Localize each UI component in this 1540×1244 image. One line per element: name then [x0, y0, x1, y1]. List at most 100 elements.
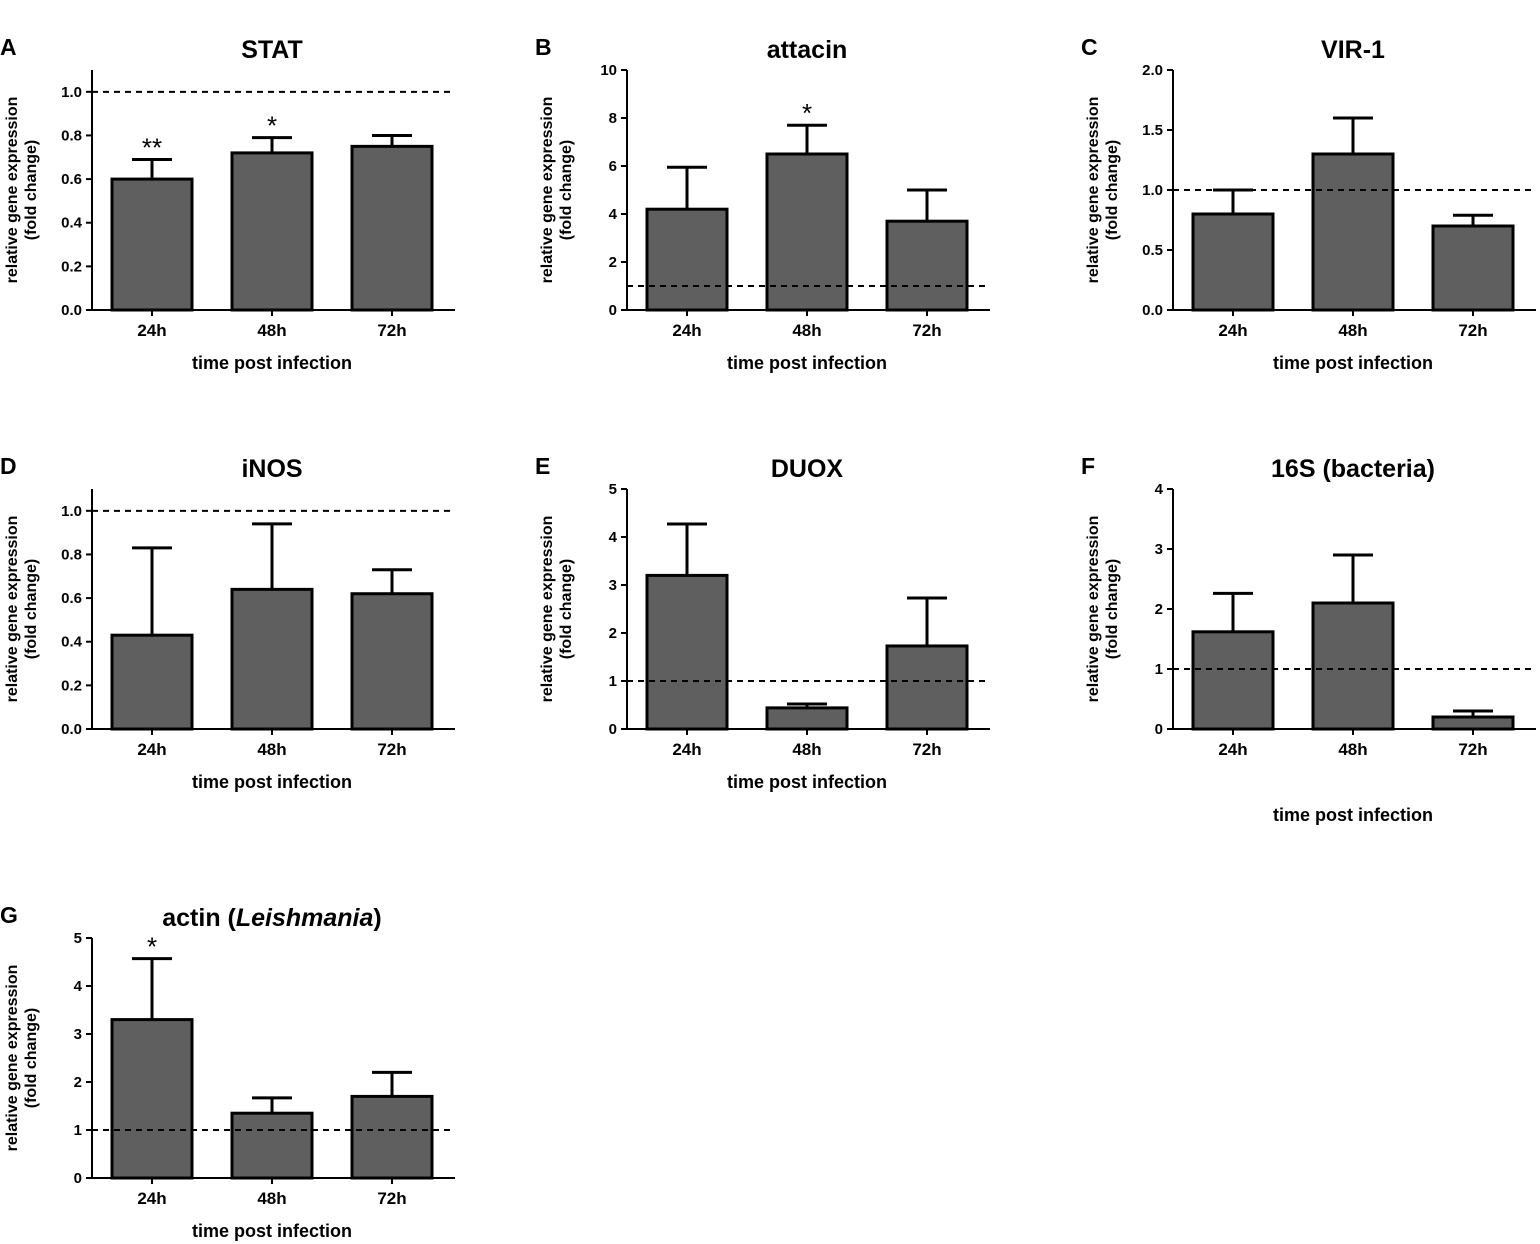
x-tick-label: 48h	[792, 321, 821, 340]
y-axis-label-line1: relative gene expression	[4, 965, 21, 1152]
panel-title: VIR-1	[1321, 36, 1385, 64]
y-tick-label: 1.0	[61, 84, 82, 101]
x-tick-label: 72h	[377, 1189, 406, 1208]
x-tick-label: 48h	[257, 740, 286, 759]
bar	[1191, 630, 1275, 731]
title-text: STAT	[241, 36, 303, 64]
panel-letter: A	[0, 34, 17, 60]
title-text: VIR-1	[1321, 36, 1385, 64]
y-axis-label-line2: (fold change)	[1104, 559, 1121, 659]
bar	[765, 152, 849, 312]
bar	[885, 219, 969, 312]
y-tick-label: 8	[609, 110, 617, 127]
y-tick-label: 0.2	[61, 258, 82, 275]
x-tick-label: 48h	[257, 1189, 286, 1208]
y-tick-label: 6	[609, 158, 617, 175]
y-tick-label: 0.2	[61, 677, 82, 694]
bar	[230, 1111, 314, 1180]
significance-marker: *	[802, 98, 812, 128]
y-tick-label: 2	[609, 254, 617, 271]
y-tick-label: 4	[609, 529, 618, 546]
significance-marker: *	[267, 111, 277, 141]
y-tick-label: 0	[609, 721, 617, 738]
significance-marker: **	[142, 132, 162, 162]
y-tick-label: 0.8	[61, 546, 82, 563]
y-axis-label-line1: relative gene expression	[539, 97, 556, 284]
title-text: iNOS	[241, 455, 302, 483]
title-italic: Leishmania	[236, 904, 374, 932]
y-tick-label: 0.0	[1142, 302, 1163, 319]
y-tick-label: 3	[1155, 541, 1163, 558]
panel-letter: F	[1081, 453, 1095, 479]
y-axis-label-line1: relative gene expression	[539, 516, 556, 703]
panel-title: iNOS	[241, 455, 302, 483]
y-axis-label-line2: (fold change)	[558, 559, 575, 659]
y-axis-label-line1: relative gene expression	[1085, 97, 1102, 284]
bar	[110, 177, 194, 312]
y-tick-label: 0.5	[1142, 242, 1163, 259]
bar	[350, 144, 434, 312]
panel-a: A STAT ** 24h * 48h 72h 0.0 0.2 0.4 0.6 0.8 1.0 time …	[0, 34, 455, 373]
x-tick-label: 48h	[1338, 740, 1367, 759]
y-tick-label: 0.6	[61, 171, 82, 188]
title-text: 16S (bacteria)	[1271, 455, 1435, 483]
bar	[1431, 224, 1515, 312]
panel-e: E DUOX 24h 48h 72h 0 1 2 3 4 5 time post infection r…	[535, 453, 990, 792]
y-tick-label: 4	[609, 206, 618, 223]
x-tick-label: 72h	[377, 321, 406, 340]
y-tick-label: 0.6	[61, 590, 82, 607]
y-tick-label: 10	[600, 62, 617, 79]
y-tick-label: 5	[609, 481, 617, 498]
x-axis-label: time post infection	[727, 772, 887, 792]
y-tick-label: 0.0	[61, 302, 82, 319]
x-tick-label: 72h	[377, 740, 406, 759]
panel-title: actin (Leishmania)	[162, 904, 382, 932]
panel-title: STAT	[241, 36, 303, 64]
y-axis-label-line2: (fold change)	[23, 140, 40, 240]
y-axis-label-line2: (fold change)	[23, 1008, 40, 1108]
significance-marker: *	[147, 932, 157, 962]
x-tick-label: 24h	[137, 740, 166, 759]
y-tick-label: 1.5	[1142, 122, 1163, 139]
x-tick-label: 24h	[672, 740, 701, 759]
panel-title: 16S (bacteria)	[1271, 455, 1435, 483]
x-tick-label: 24h	[672, 321, 701, 340]
panel-title: DUOX	[771, 455, 844, 483]
y-tick-label: 0.4	[61, 215, 83, 232]
x-tick-label: 72h	[1458, 740, 1487, 759]
title-suffix: )	[373, 904, 381, 932]
bar	[885, 644, 969, 731]
bar	[645, 207, 729, 312]
y-axis-label-line2: (fold change)	[23, 559, 40, 659]
y-axis-label-line2: (fold change)	[558, 140, 575, 240]
bar	[1311, 601, 1395, 731]
x-tick-label: 24h	[1218, 740, 1247, 759]
y-tick-label: 0.8	[61, 127, 82, 144]
x-tick-label: 24h	[1218, 321, 1247, 340]
x-axis-label: time post infection	[192, 353, 352, 373]
y-tick-label: 4	[74, 978, 83, 995]
y-axis-label-line1: relative gene expression	[4, 516, 21, 703]
bar	[645, 573, 729, 731]
x-axis-label: time post infection	[727, 353, 887, 373]
y-axis-label-line1: relative gene expression	[4, 97, 21, 284]
x-axis-label: time post infection	[1273, 805, 1433, 825]
bar	[230, 587, 314, 731]
y-tick-label: 0.0	[61, 721, 82, 738]
x-tick-label: 48h	[1338, 321, 1367, 340]
x-tick-label: 72h	[1458, 321, 1487, 340]
y-tick-label: 0.4	[61, 634, 83, 651]
panel-letter: D	[0, 453, 17, 479]
y-tick-label: 2	[1155, 601, 1163, 618]
y-tick-label: 5	[74, 930, 82, 947]
bar	[110, 1018, 194, 1180]
y-tick-label: 1.0	[1142, 182, 1163, 199]
x-tick-label: 24h	[137, 1189, 166, 1208]
y-tick-label: 0	[609, 302, 617, 319]
panel-letter: E	[535, 453, 550, 479]
bar	[350, 592, 434, 731]
y-tick-label: 3	[74, 1026, 82, 1043]
bar	[765, 706, 849, 731]
y-axis-label-line2: (fold change)	[1104, 140, 1121, 240]
